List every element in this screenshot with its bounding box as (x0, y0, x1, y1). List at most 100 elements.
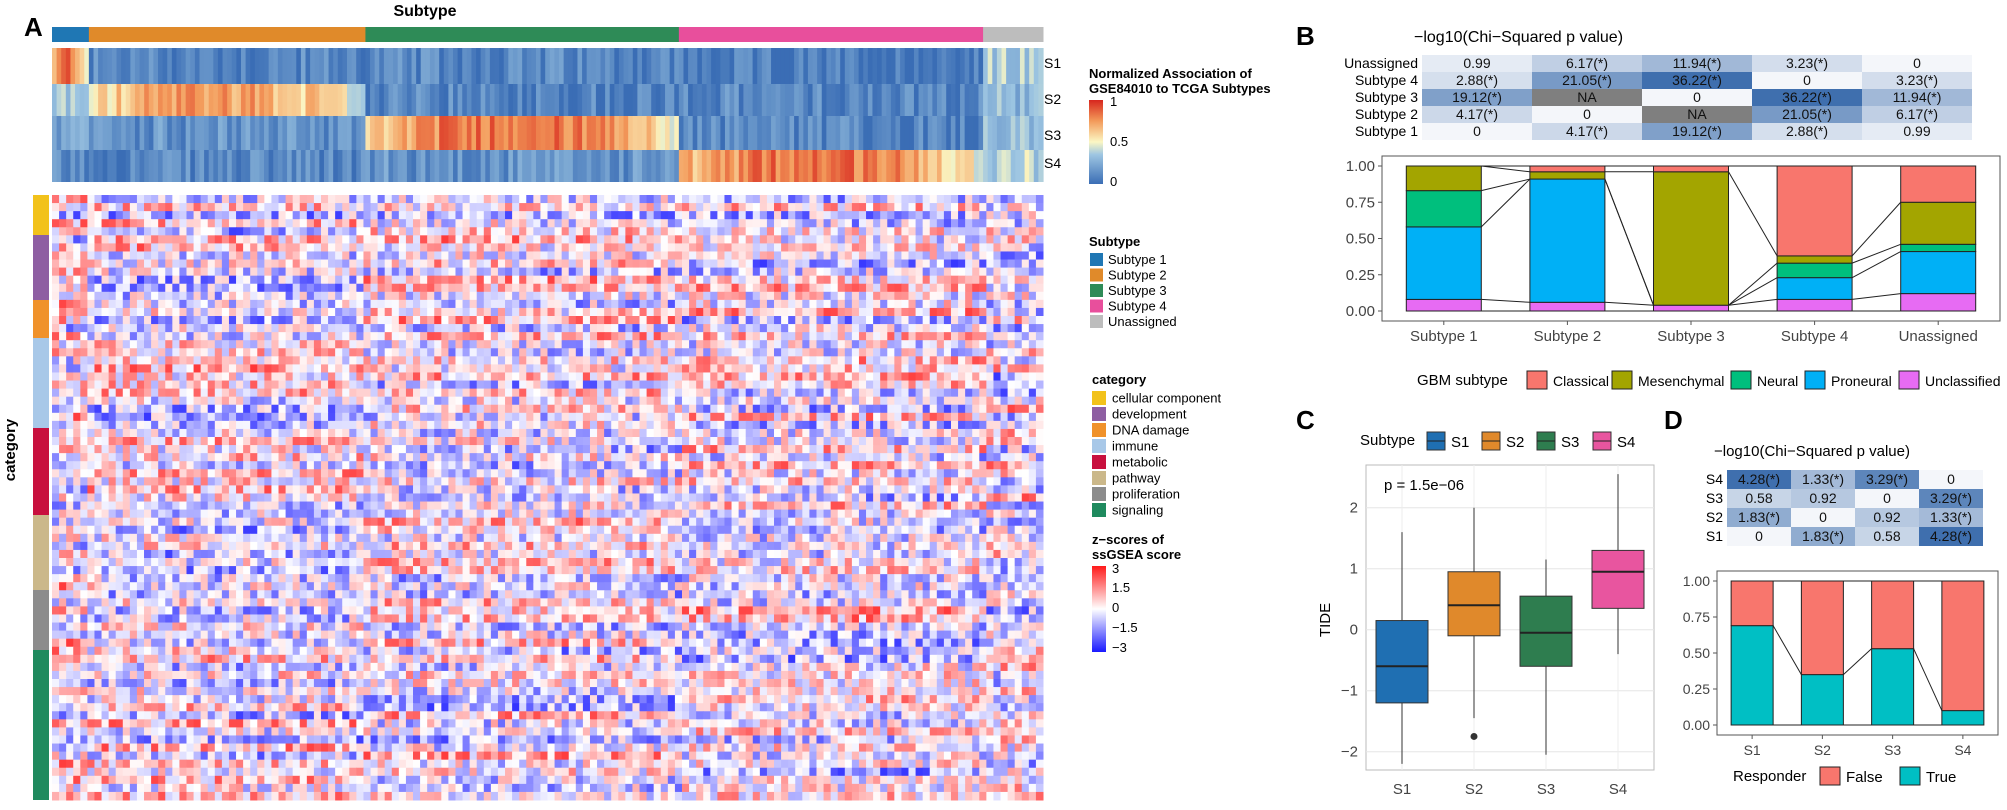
assoc-cell (277, 48, 284, 84)
zscore-cell (781, 251, 789, 261)
zscore-cell (993, 259, 1002, 269)
zscore-cell (441, 372, 449, 382)
zscore-cell (568, 299, 577, 309)
zscore-cell (165, 307, 173, 317)
zscore-cell (144, 364, 152, 373)
zscore-cell (766, 227, 775, 236)
zscore-cell (264, 412, 272, 422)
zscore-cell (979, 380, 987, 390)
assoc-cell (738, 48, 744, 84)
zscore-cell (781, 219, 789, 228)
assoc-cell (794, 84, 800, 116)
zscore-cell (625, 348, 633, 357)
zscore-cell (943, 251, 952, 261)
zscore-cell (455, 259, 464, 269)
zscore-cell (122, 283, 131, 293)
zscore-cell (66, 259, 74, 269)
zscore-cell (681, 219, 690, 228)
zscore-cell (250, 428, 258, 438)
zscore-cell (660, 203, 669, 212)
zscore-cell (264, 275, 272, 285)
zscore-cell (866, 364, 874, 373)
zscore-cell (200, 299, 209, 309)
zscore-cell (512, 267, 520, 277)
zscore-cell (774, 356, 782, 365)
zscore-cell (639, 316, 648, 325)
assoc-cell (927, 48, 933, 84)
zscore-cell (703, 275, 711, 285)
zscore-cell (554, 404, 563, 414)
zscore-cell (200, 340, 209, 349)
zscore-cell (696, 404, 704, 414)
zscore-cell (844, 364, 853, 373)
assoc-cell (886, 48, 892, 84)
zscore-cell (172, 219, 180, 228)
assoc-cell (314, 84, 320, 116)
zscore-cell (526, 195, 534, 204)
zscore-cell (271, 211, 280, 220)
zscore-cell (915, 259, 924, 269)
zscore-cell (228, 348, 237, 357)
zscore-cell (285, 316, 294, 325)
zscore-cell (731, 283, 740, 293)
zscore-cell (986, 404, 994, 414)
zscore-cell (731, 227, 740, 236)
zscore-cell (604, 412, 612, 422)
zscore-cell (243, 332, 251, 341)
assoc-cell (821, 48, 827, 84)
zscore-cell (292, 203, 301, 212)
zscore-cell (292, 364, 301, 373)
assoc-cell (420, 116, 426, 150)
zscore-cell (236, 291, 244, 301)
zscore-cell (795, 291, 803, 301)
zscore-cell (122, 275, 131, 285)
zscore-cell (448, 388, 456, 398)
assoc-cell (351, 150, 357, 182)
zscore-cell (554, 291, 563, 301)
zscore-cell (1007, 316, 1016, 325)
zscore-cell (936, 340, 945, 349)
zscore-cell (979, 195, 987, 204)
zscore-cell (568, 340, 577, 349)
zscore-cell (405, 420, 414, 430)
zscore-cell (908, 356, 917, 365)
zscore-cell (887, 404, 895, 414)
zscore-cell (1000, 380, 1009, 390)
zscore-cell (398, 243, 407, 252)
assoc-cell (388, 116, 394, 150)
zscore-cell (674, 211, 683, 220)
zscore-cell (320, 227, 329, 236)
zscore-cell (540, 316, 548, 325)
zscore-cell (851, 396, 860, 406)
zscore-cell (625, 235, 633, 244)
zscore-cell (837, 324, 846, 333)
zscore-cell (802, 211, 810, 220)
zscore-cell (59, 420, 67, 430)
zscore-cell (589, 404, 598, 414)
zscore-cell (816, 420, 825, 430)
zscore-cell (738, 203, 747, 212)
zscore-cell (759, 251, 768, 261)
zscore-cell (207, 203, 216, 212)
zscore-cell (986, 332, 994, 341)
zscore-cell (101, 324, 110, 333)
zscore-cell (448, 219, 456, 228)
assoc-cell (826, 116, 832, 150)
zscore-cell (873, 396, 881, 406)
zscore-cell (221, 364, 230, 373)
zscore-cell (950, 356, 959, 365)
zscore-cell (228, 235, 237, 244)
zscore-cell (483, 307, 492, 317)
assoc-cell (761, 84, 768, 116)
zscore-cell (320, 307, 329, 317)
zscore-cell (858, 412, 867, 422)
zscore-cell (462, 251, 471, 261)
zscore-cell (413, 267, 421, 277)
zscore-cell (653, 275, 662, 285)
zscore-cell (646, 235, 655, 244)
zscore-cell (561, 291, 570, 301)
zscore-cell (632, 364, 641, 373)
zscore-cell (646, 211, 655, 220)
zscore-cell (887, 283, 895, 293)
zscore-cell (667, 404, 676, 414)
